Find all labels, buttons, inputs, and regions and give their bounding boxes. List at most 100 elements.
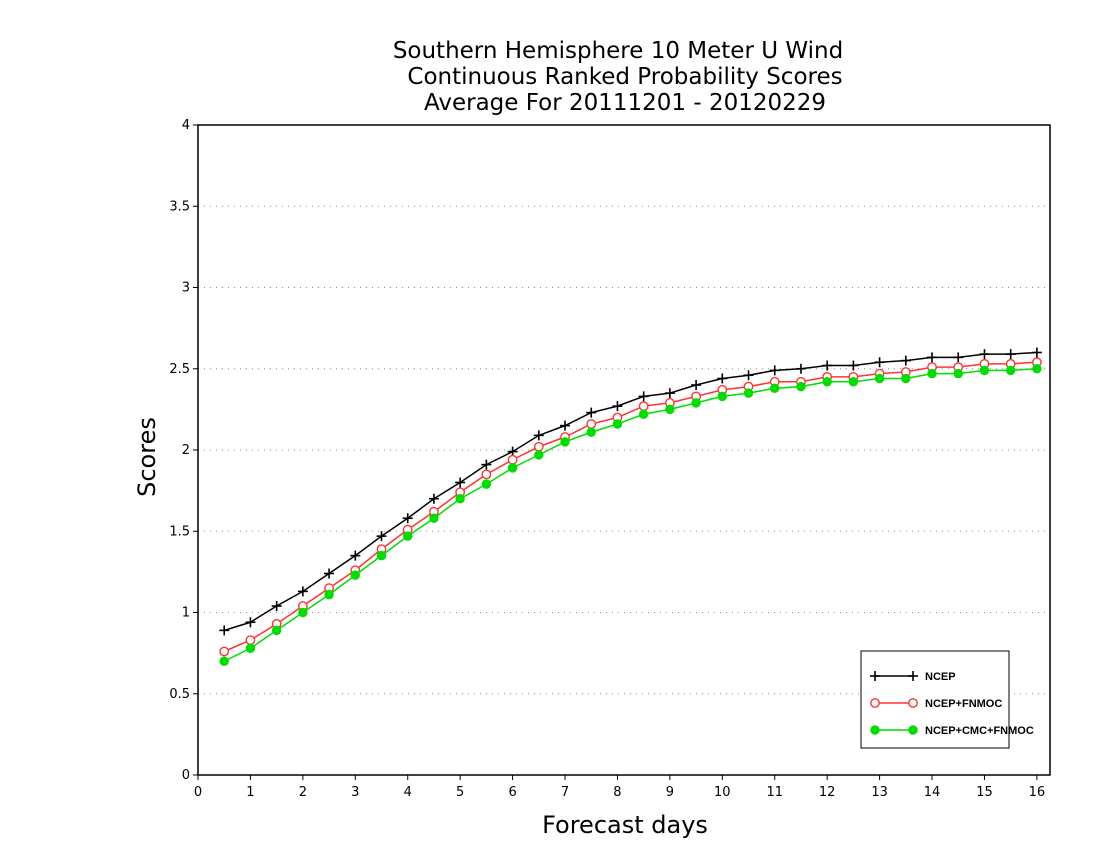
- data-point: [900, 355, 911, 366]
- data-point: [586, 427, 596, 437]
- data-point: [429, 513, 439, 523]
- x-tick-label: 6: [508, 785, 516, 800]
- data-point: [874, 357, 885, 368]
- y-tick-label: 3.5: [169, 199, 190, 214]
- data-point: [298, 607, 308, 618]
- x-tick-label: 2: [299, 785, 307, 800]
- y-tick-label: 2.5: [169, 362, 190, 377]
- data-point: [927, 368, 937, 379]
- x-tick-label: 8: [613, 785, 621, 800]
- x-tick-label: 11: [766, 785, 783, 800]
- chart-title: Southern Hemisphere 10 Meter U Wind Cont…: [393, 38, 843, 116]
- data-point: [612, 401, 623, 412]
- data-point: [376, 531, 387, 542]
- data-point: [245, 617, 256, 628]
- x-tick-label: 10: [714, 785, 731, 800]
- data-point: [219, 656, 229, 666]
- data-point: [769, 365, 780, 376]
- legend-box: [860, 650, 1010, 749]
- data-point: [219, 625, 230, 636]
- data-point: [901, 373, 911, 384]
- x-tick-label: 14: [924, 785, 941, 800]
- data-point: [717, 391, 728, 402]
- series-line-0: [223, 351, 1037, 632]
- legend: NCEP NCEP+FNMOC NCEP+CMC+FNMOC: [860, 650, 1034, 749]
- x-tick-label: 9: [666, 785, 674, 800]
- data-point: [350, 570, 360, 580]
- data-point: [953, 352, 964, 363]
- gridlines: [198, 205, 1050, 695]
- data-point: [638, 391, 649, 402]
- data-point: [245, 643, 256, 653]
- x-tick-label: 13: [871, 785, 888, 800]
- legend-marker: [870, 671, 880, 681]
- data-point: [219, 646, 230, 657]
- data-point: [979, 349, 990, 360]
- plot-series: [219, 347, 1042, 666]
- data-point: [324, 568, 335, 579]
- data-point: [455, 494, 465, 504]
- data-point: [507, 463, 518, 473]
- data-point: [533, 441, 544, 452]
- data-point: [376, 550, 387, 561]
- data-point: [560, 437, 570, 447]
- data-point: [665, 404, 675, 415]
- y-tick-label: 1: [182, 606, 190, 621]
- legend-marker: [870, 725, 880, 735]
- y-tick-label: 3: [182, 281, 190, 296]
- data-point: [402, 513, 413, 524]
- data-point: [1005, 349, 1016, 360]
- x-tick-label: 12: [819, 785, 836, 800]
- data-point: [533, 430, 544, 441]
- chart-title-line-2: Continuous Ranked Probability Scores: [407, 64, 842, 90]
- data-point: [271, 625, 282, 636]
- data-point: [455, 477, 466, 488]
- data-point: [481, 469, 492, 480]
- data-point: [743, 388, 754, 398]
- y-tick-label: 0.5: [169, 687, 190, 702]
- x-axis-label: Forecast days: [542, 811, 708, 839]
- legend-marker: [908, 725, 918, 735]
- series-line-1: [223, 361, 1037, 653]
- chart-title-line-1: Southern Hemisphere 10 Meter U Wind: [393, 38, 843, 64]
- legend-label: NCEP+FNMOC: [925, 698, 1002, 710]
- data-point: [638, 409, 649, 419]
- chart-title-line-3: Average For 20111201 - 20120229: [424, 90, 826, 116]
- data-point: [953, 368, 963, 379]
- data-point: [1032, 364, 1042, 374]
- y-axis-ticks: 0 0.5 1 1.5 2 2.5 3 3.5 4: [169, 118, 198, 783]
- data-point: [481, 479, 492, 489]
- data-point: [822, 360, 833, 371]
- x-tick-label: 16: [1029, 785, 1046, 800]
- data-point: [848, 377, 859, 387]
- data-point: [795, 363, 806, 374]
- data-point: [245, 635, 256, 646]
- data-point: [822, 377, 832, 387]
- legend-label: NCEP: [925, 671, 956, 683]
- legend-marker: [908, 671, 918, 681]
- legend-marker: [870, 698, 880, 708]
- y-tick-label: 1.5: [169, 524, 190, 539]
- data-point: [586, 407, 597, 418]
- data-point: [874, 373, 885, 384]
- x-tick-label: 1: [246, 785, 254, 800]
- data-point: [1031, 347, 1042, 358]
- data-point: [586, 419, 597, 429]
- x-tick-label: 0: [194, 785, 202, 800]
- data-point: [979, 365, 990, 376]
- data-point: [743, 370, 754, 381]
- x-tick-label: 15: [976, 785, 993, 800]
- x-axis-ticks: 0 1 2 3 4 5 6 7 8 9 10 11 12 13 14 15 16: [194, 775, 1045, 800]
- x-tick-label: 3: [351, 785, 359, 800]
- data-point: [770, 383, 780, 393]
- x-tick-label: 5: [456, 785, 464, 800]
- data-point: [691, 380, 702, 390]
- data-point: [848, 360, 859, 371]
- x-tick-label: 7: [561, 785, 569, 800]
- data-point: [638, 401, 649, 412]
- x-tick-label: 4: [404, 785, 412, 800]
- data-point: [560, 420, 571, 431]
- y-tick-label: 2: [182, 443, 190, 458]
- data-point: [612, 419, 623, 429]
